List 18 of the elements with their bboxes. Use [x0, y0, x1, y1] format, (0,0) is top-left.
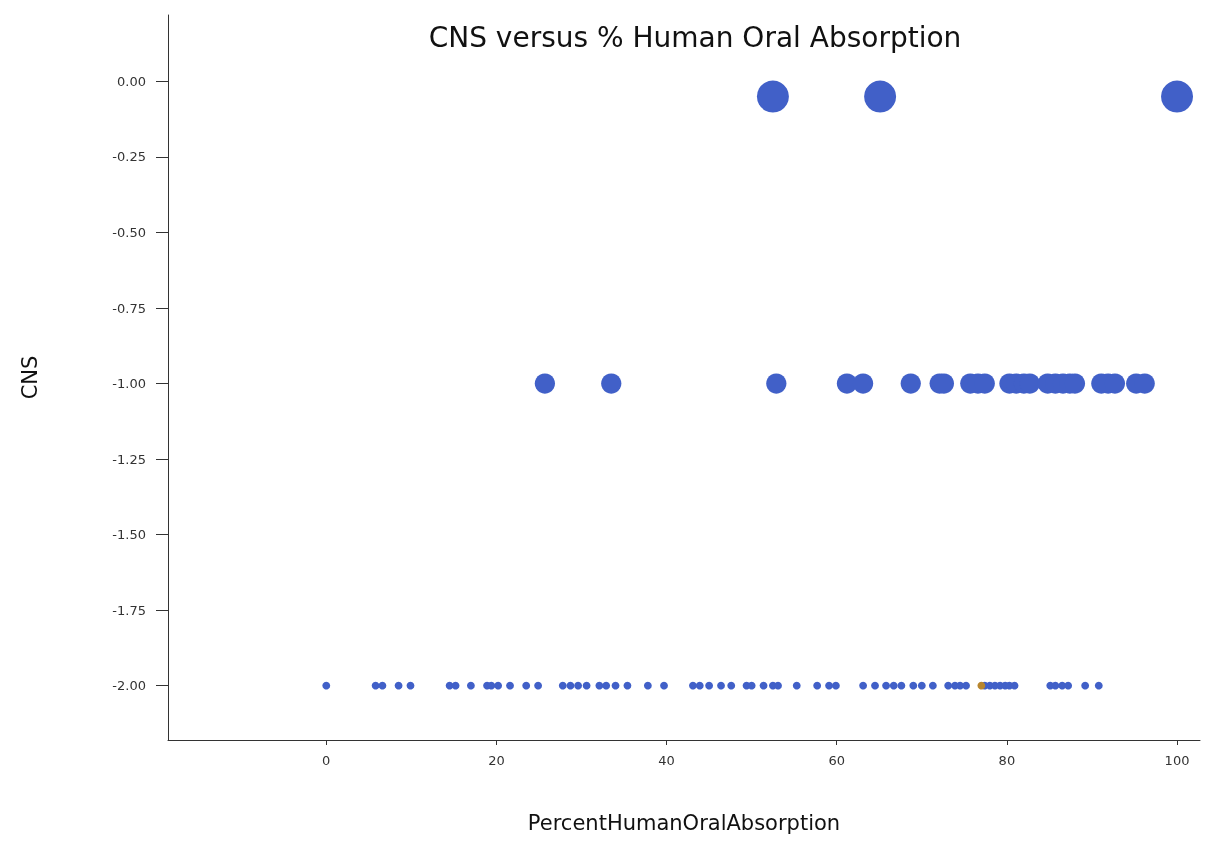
- y-tick-label: -1.00: [112, 376, 146, 392]
- y-tick-label: -0.50: [112, 225, 146, 240]
- x-tick-label: 0: [322, 753, 331, 768]
- x-tick-label: 60: [828, 753, 845, 768]
- y-axis-title: CNS: [17, 355, 42, 400]
- x-axis-title: PercentHumanOralAbsorption: [527, 810, 841, 835]
- y-tick-label: -1.75: [112, 602, 146, 618]
- y-tick-label: -1.25: [112, 451, 146, 467]
- y-tick-label: -0.75: [112, 300, 146, 316]
- x-tick-label: 100: [1164, 753, 1190, 768]
- chart-title: CNS versus % Human Oral Absorption: [428, 20, 962, 54]
- y-tick-label: -0.25: [112, 149, 146, 165]
- y-tick-label: -1.50: [112, 527, 146, 543]
- y-tick-label: -2.00: [112, 678, 146, 694]
- x-tick-label: 80: [998, 753, 1016, 768]
- x-tick-label: 40: [658, 753, 675, 768]
- x-tick-label: 20: [488, 753, 505, 768]
- y-tick-label: 0.00: [117, 73, 146, 89]
